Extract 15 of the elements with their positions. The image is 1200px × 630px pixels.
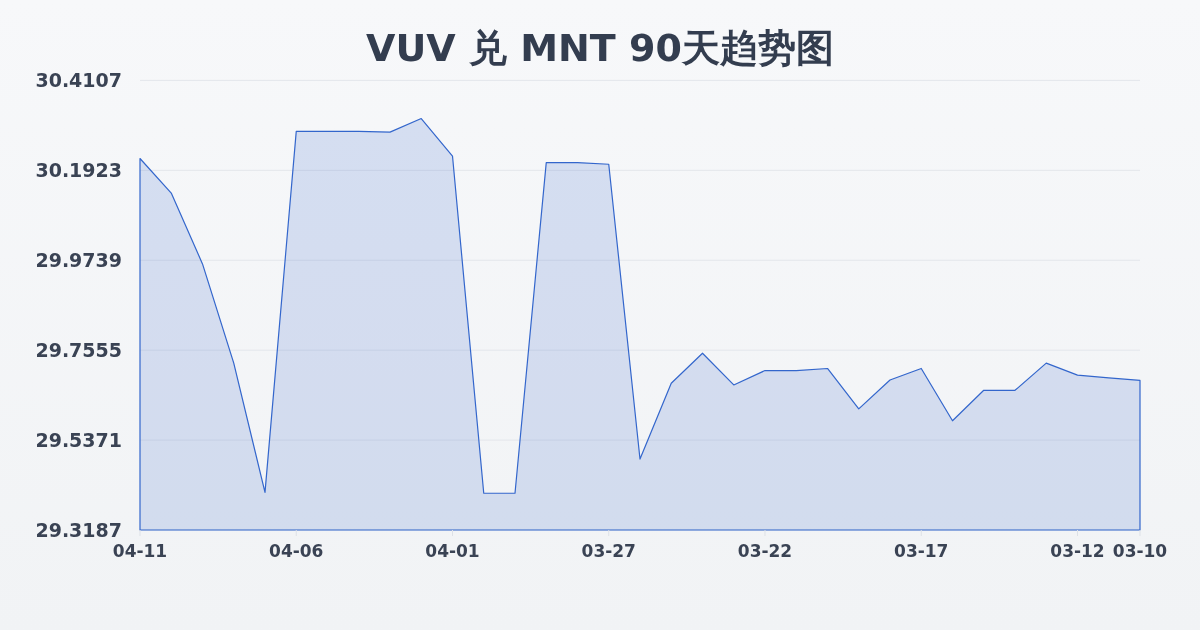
y-tick-label: 30.1923 [35,158,122,181]
x-tick-label: 03-17 [894,541,949,561]
chart-title: VUV 兑 MNT 90天趋势图 [366,26,834,70]
y-tick-label: 29.5371 [35,428,122,451]
x-tick-label: 04-06 [269,541,324,561]
y-tick-label: 29.9739 [35,248,122,271]
y-tick-label: 29.3187 [35,518,122,541]
x-tick-label: 03-12 [1050,541,1105,561]
x-tick-label: 04-11 [112,541,168,561]
x-tick-label: 03-10 [1112,541,1168,561]
x-tick-label: 04-01 [425,541,480,561]
y-tick-label: 30.4107 [35,68,122,91]
y-tick-label: 29.7555 [35,338,122,361]
x-tick-label: 03-22 [737,541,793,561]
x-tick-label: 03-27 [581,541,636,561]
